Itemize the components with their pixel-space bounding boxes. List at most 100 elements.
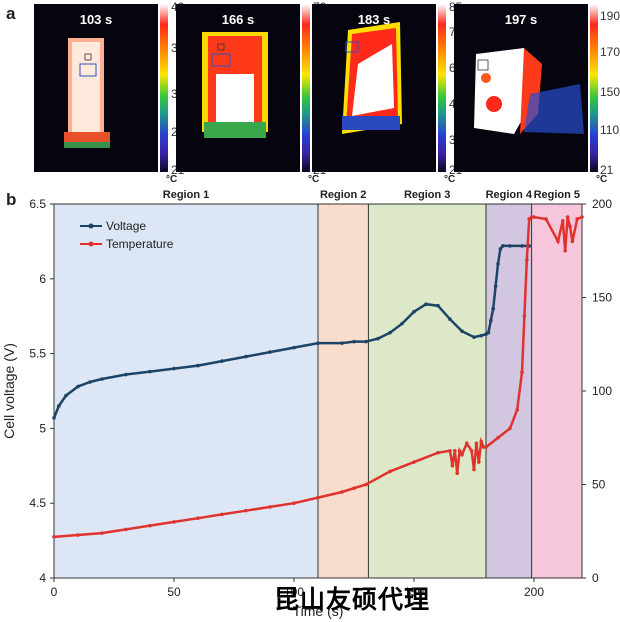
data-point-temperature — [522, 314, 527, 318]
colorbar-unit: °C — [166, 174, 178, 185]
data-point-voltage — [508, 244, 512, 248]
y-tick-label: 4.5 — [29, 496, 46, 510]
data-point-temperature — [532, 215, 536, 219]
series-line-temperature — [53, 215, 583, 539]
data-point-temperature — [76, 533, 80, 537]
data-point-voltage — [76, 384, 80, 389]
data-point-voltage — [220, 359, 224, 363]
thermal-picture: 197 s — [454, 4, 588, 172]
colorbar — [438, 4, 446, 172]
data-point-temperature — [388, 469, 392, 474]
data-point-temperature — [580, 215, 584, 219]
thermal-time: 166 s — [221, 12, 255, 27]
colorbar-tick: 190 — [600, 9, 620, 23]
data-point-temperature — [453, 449, 457, 453]
legend-marker — [88, 223, 94, 229]
data-point-temperature — [292, 501, 296, 506]
thermal-picture: 183 s — [312, 4, 436, 172]
data-point-voltage — [486, 330, 491, 335]
data-point-temperature — [244, 508, 248, 513]
data-point-temperature — [565, 215, 570, 219]
data-point-voltage — [472, 335, 476, 339]
x-tick-label: 50 — [167, 585, 181, 599]
data-point-temperature — [172, 520, 176, 524]
data-point-temperature — [479, 439, 484, 444]
y-tick-label: 5 — [39, 421, 46, 435]
y-tick-label: 4 — [39, 571, 46, 585]
data-point-voltage — [489, 318, 493, 323]
data-point-voltage — [448, 317, 452, 321]
colorbar — [302, 4, 310, 172]
region-label: Region 1 — [163, 190, 209, 201]
thermal-time: 103 s — [79, 12, 113, 27]
colorbar — [160, 4, 168, 172]
data-point-temperature — [474, 441, 479, 446]
data-point-voltage — [88, 380, 92, 384]
thermal-image-4: 197 s 190 170 150 110 21 °C — [454, 4, 620, 185]
colorbar-tick: 150 — [600, 85, 620, 99]
y2-tick-label: 150 — [592, 291, 612, 305]
region-label: Region 2 — [320, 190, 366, 201]
thermal-image-2: 166 s 70 60 50 40 21 °C — [176, 1, 326, 185]
region-band-2 — [318, 204, 369, 578]
data-point-voltage — [64, 393, 68, 398]
data-point-voltage — [400, 321, 404, 326]
colorbar-unit: °C — [444, 174, 456, 185]
data-point-temperature — [465, 441, 469, 446]
data-point-voltage — [196, 363, 200, 368]
regions-layer — [54, 204, 582, 578]
data-point-voltage — [501, 244, 505, 248]
data-point-temperature — [352, 486, 356, 491]
region-band-4 — [486, 204, 532, 578]
data-point-voltage — [244, 354, 248, 359]
data-point-voltage — [340, 341, 344, 345]
data-point-temperature — [450, 464, 455, 468]
y2-tick-label: 50 — [592, 478, 606, 492]
region-band-3 — [368, 204, 486, 578]
data-point-temperature — [472, 467, 476, 472]
region-band-1 — [54, 204, 318, 578]
data-point-voltage — [388, 330, 392, 335]
voltage-temperature-chart: Region 1 Region 2 Region 3 Region 4 Region 5… — [1, 190, 612, 619]
data-point-temperature — [364, 482, 368, 487]
legend-label: Temperature — [106, 237, 174, 251]
data-point-voltage — [520, 244, 524, 248]
data-point-temperature — [455, 471, 460, 476]
data-point-voltage — [496, 262, 500, 266]
data-point-voltage — [491, 306, 496, 311]
data-point-voltage — [316, 341, 320, 345]
watermark-text: 昆山友硕代理 — [274, 585, 431, 614]
colorbar-tick: 21 — [600, 163, 614, 177]
data-point-voltage — [376, 336, 380, 341]
data-point-voltage — [412, 309, 416, 314]
thermal-image-1: 103 s 40 35 30 25 21 °C — [34, 1, 184, 185]
data-point-temperature — [220, 512, 224, 517]
data-point-voltage — [172, 366, 176, 371]
data-point-voltage — [52, 416, 56, 420]
data-point-temperature — [563, 248, 567, 253]
data-point-temperature — [196, 516, 200, 520]
data-point-voltage — [460, 329, 464, 333]
thermal-time: 197 s — [504, 12, 538, 27]
data-point-voltage — [364, 339, 368, 344]
panel-a-label: a — [6, 4, 16, 23]
data-point-temperature — [457, 449, 462, 453]
data-point-temperature — [561, 219, 565, 223]
axes-layer — [50, 203, 586, 582]
y-tick-label: 6.5 — [29, 197, 46, 211]
thermal-picture: 166 s — [176, 4, 300, 172]
data-point-temperature — [100, 531, 104, 535]
y-axis-label: Cell voltage (V) — [1, 343, 17, 439]
data-point-temperature — [508, 426, 512, 431]
labels-layer: Region 1 Region 2 Region 3 Region 4 Region 5… — [1, 190, 612, 619]
legend-label: Voltage — [106, 219, 146, 233]
data-point-temperature — [568, 224, 572, 229]
y2-tick-label: 200 — [592, 197, 612, 211]
x-tick-label: 200 — [524, 585, 544, 599]
data-point-temperature — [477, 460, 481, 464]
x-tick-label: 0 — [51, 585, 58, 599]
x-tick-label: 100 — [284, 585, 304, 599]
thermal-time: 183 s — [357, 12, 391, 27]
data-point-temperature — [436, 450, 440, 455]
x-axis-label: Time (s) — [293, 603, 344, 619]
